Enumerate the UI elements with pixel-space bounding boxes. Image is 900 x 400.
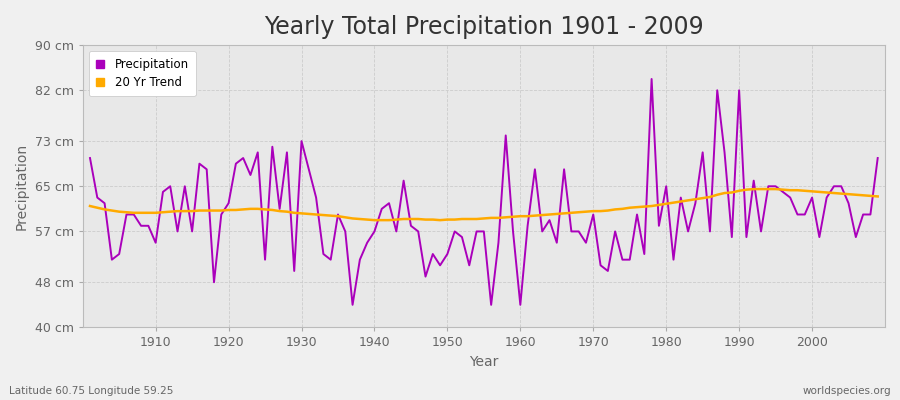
Title: Yearly Total Precipitation 1901 - 2009: Yearly Total Precipitation 1901 - 2009	[264, 15, 704, 39]
Legend: Precipitation, 20 Yr Trend: Precipitation, 20 Yr Trend	[88, 51, 196, 96]
Text: Latitude 60.75 Longitude 59.25: Latitude 60.75 Longitude 59.25	[9, 386, 174, 396]
Y-axis label: Precipitation: Precipitation	[15, 143, 29, 230]
Text: worldspecies.org: worldspecies.org	[803, 386, 891, 396]
X-axis label: Year: Year	[469, 355, 499, 369]
